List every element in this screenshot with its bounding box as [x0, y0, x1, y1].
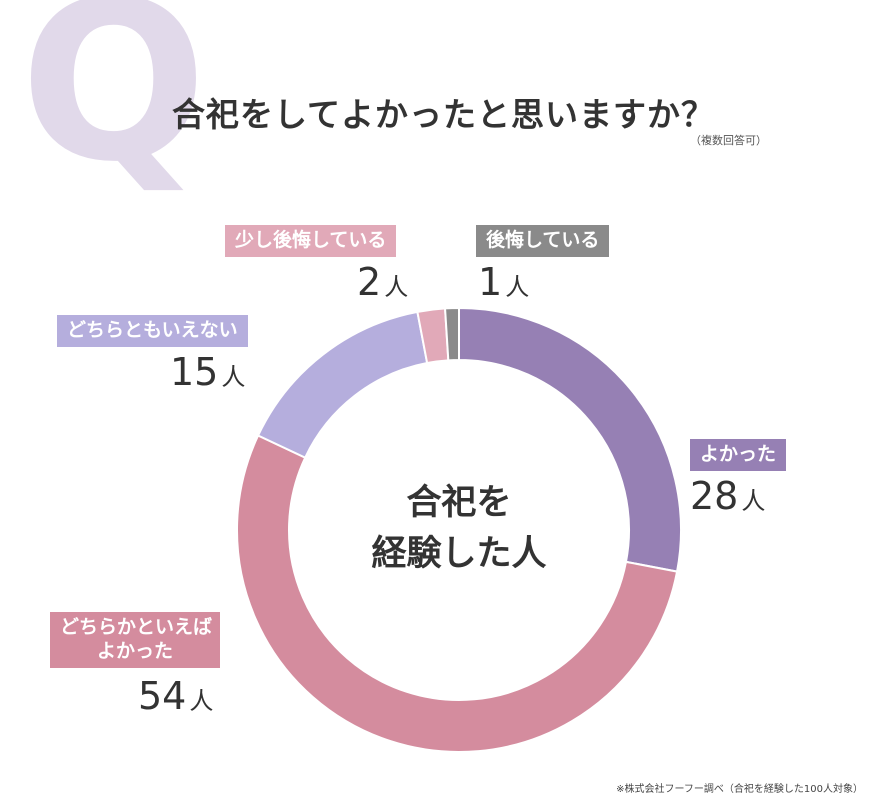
count-dochiramo: 15 人 — [170, 350, 245, 394]
donut-slice-koukai — [444, 306, 460, 362]
page-title: 合祀をしてよかったと思いますか？ — [172, 95, 716, 134]
label-yokatta: よかった — [690, 439, 787, 471]
count-dochiraka-value: 54 — [138, 674, 187, 718]
multiple-answer-note: （複数回答可） — [690, 134, 767, 147]
label-dochiramo: どちらともいえない — [57, 315, 248, 347]
donut-center-label: 合祀を 経験した人 — [349, 478, 569, 580]
count-dochiramo-value: 15 — [170, 350, 219, 394]
count-koukai-value: 1 — [478, 260, 503, 304]
center-label-line-2: 経験した人 — [371, 533, 547, 574]
q-letter-watermark: Q — [20, 0, 208, 210]
label-sukoshi: 少し後悔している — [225, 225, 397, 257]
count-yokatta-unit: 人 — [741, 487, 766, 515]
count-yokatta: 28 人 — [690, 474, 765, 518]
count-yokatta-value: 28 — [690, 474, 739, 518]
label-dochiraka-line-1: どちらかといえば — [60, 616, 213, 638]
count-koukai-unit: 人 — [505, 273, 530, 301]
count-sukoshi-unit: 人 — [384, 273, 409, 301]
label-koukai: 後悔している — [476, 225, 610, 257]
count-sukoshi-value: 2 — [357, 260, 382, 304]
count-dochiraka: 54 人 — [138, 674, 213, 718]
donut-slice-dochiraka — [236, 434, 679, 753]
source-footnote: ※株式会社フーフー調べ（合祀を経験した100人対象） — [616, 784, 863, 795]
center-label-line-1: 合祀を — [406, 483, 512, 523]
count-dochiramo-unit: 人 — [221, 363, 246, 391]
count-dochiraka-unit: 人 — [189, 687, 214, 715]
label-dochiraka: どちらかといえば よかった — [50, 612, 220, 668]
donut-slice-dochiramo — [256, 310, 429, 459]
label-dochiraka-line-2: よかった — [96, 639, 173, 662]
